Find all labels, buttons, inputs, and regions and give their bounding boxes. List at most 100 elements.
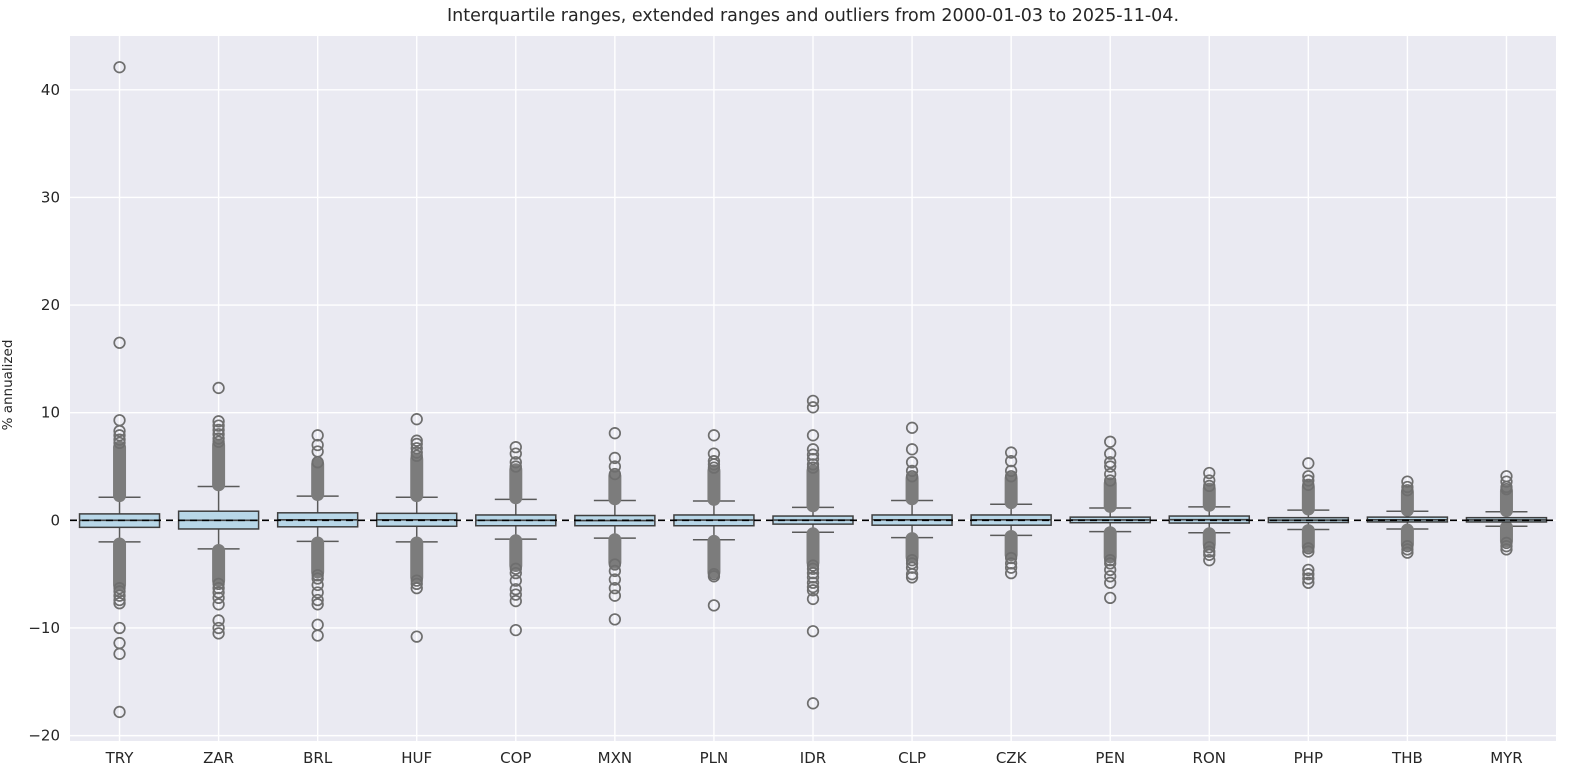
outlier-point <box>113 336 126 349</box>
outlier-point <box>1302 542 1315 555</box>
outlier-point <box>608 460 622 473</box>
outlier-point <box>509 447 522 460</box>
outlier-point <box>311 429 324 442</box>
outlier-point <box>1104 460 1117 473</box>
outlier-point <box>113 585 126 598</box>
outlier-point <box>905 421 919 434</box>
outlier-point <box>806 576 820 589</box>
outlier-cluster-lower <box>113 537 127 592</box>
outlier-point <box>1104 570 1117 583</box>
outlier-point <box>707 461 721 474</box>
outlier-point <box>113 433 126 446</box>
outlier-point <box>806 592 820 606</box>
outlier-cluster-lower <box>212 543 226 588</box>
outlier-point <box>806 448 820 461</box>
x-tick-label: IDR <box>800 749 826 767</box>
outlier-point <box>311 438 324 452</box>
outlier-point <box>707 429 721 442</box>
outlier-point <box>806 458 820 471</box>
outlier-point <box>509 574 522 587</box>
outlier-point <box>212 586 225 599</box>
outlier-point <box>905 443 919 456</box>
outlier-point <box>806 625 820 638</box>
outlier-point <box>509 623 522 637</box>
outlier-point <box>806 429 820 442</box>
outlier-point <box>806 566 820 580</box>
outlier-point <box>1104 563 1117 577</box>
outlier-cluster-upper <box>311 457 325 502</box>
outlier-point <box>410 437 423 451</box>
outlier-point <box>509 562 522 575</box>
outlier-point <box>1302 572 1315 585</box>
outlier-point <box>806 580 820 594</box>
outlier-point <box>707 447 721 460</box>
outlier-point <box>1302 576 1315 589</box>
outlier-point <box>806 443 820 456</box>
outlier-point <box>1004 557 1018 570</box>
outlier-cluster-upper <box>410 452 424 503</box>
outlier-point <box>113 589 126 602</box>
outlier-point <box>212 627 225 640</box>
x-tick-label: COP <box>500 749 531 767</box>
outlier-point <box>905 568 919 581</box>
outlier-point <box>1302 470 1315 483</box>
outlier-point <box>608 451 622 465</box>
outlier-point <box>608 564 622 578</box>
outlier-point <box>1104 435 1117 448</box>
outlier-point <box>212 582 225 595</box>
outlier-point <box>905 561 919 574</box>
outlier-point <box>113 593 126 607</box>
outlier-point <box>608 573 622 586</box>
outlier-point <box>1500 540 1513 553</box>
outlier-point <box>212 598 225 611</box>
outlier-point <box>806 461 820 474</box>
outlier-point <box>113 647 126 660</box>
outlier-point <box>212 415 225 428</box>
x-tick-label: ZAR <box>203 749 234 767</box>
outlier-point <box>1203 554 1216 567</box>
outlier-point <box>311 578 324 592</box>
outlier-point <box>1203 548 1216 561</box>
outlier-point <box>212 381 225 395</box>
outlier-point <box>410 442 423 455</box>
outlier-point <box>707 599 721 612</box>
outlier-point <box>410 630 423 643</box>
outlier-point <box>509 460 522 473</box>
outlier-point <box>1203 474 1216 487</box>
outlier-point <box>806 452 820 466</box>
outlier-point <box>311 598 324 611</box>
outlier-point <box>311 586 324 599</box>
outlier-point <box>1500 470 1513 483</box>
outlier-point <box>509 588 522 601</box>
outlier-point <box>608 467 622 481</box>
outlier-point <box>113 436 126 450</box>
outlier-point <box>1004 566 1018 580</box>
outlier-point <box>113 61 126 74</box>
outlier-point <box>1104 554 1117 567</box>
outlier-point <box>113 705 126 719</box>
outlier-point <box>410 449 423 462</box>
outlier-point <box>1004 551 1018 565</box>
outlier-point <box>212 435 225 448</box>
outlier-cluster-lower <box>410 536 424 584</box>
x-tick-label: PHP <box>1294 749 1323 767</box>
outlier-point <box>608 589 622 602</box>
outlier-point <box>1104 474 1117 487</box>
outlier-point <box>707 570 721 583</box>
outlier-point <box>410 577 423 591</box>
outlier-point <box>311 593 324 607</box>
outlier-point <box>410 413 423 426</box>
outlier-point <box>509 566 522 580</box>
outlier-point <box>212 432 225 445</box>
outlier-point <box>1500 543 1513 556</box>
outlier-point <box>1302 474 1315 487</box>
y-tick-label: 30 <box>41 188 60 206</box>
outlier-point <box>1104 467 1117 481</box>
outlier-point <box>311 569 324 582</box>
outlier-point <box>1401 543 1414 556</box>
outlier-point <box>608 582 622 595</box>
outlier-point <box>509 441 522 454</box>
outlier-point <box>113 621 126 635</box>
x-tick-label: THB <box>1391 749 1423 767</box>
outlier-point <box>1104 576 1117 589</box>
